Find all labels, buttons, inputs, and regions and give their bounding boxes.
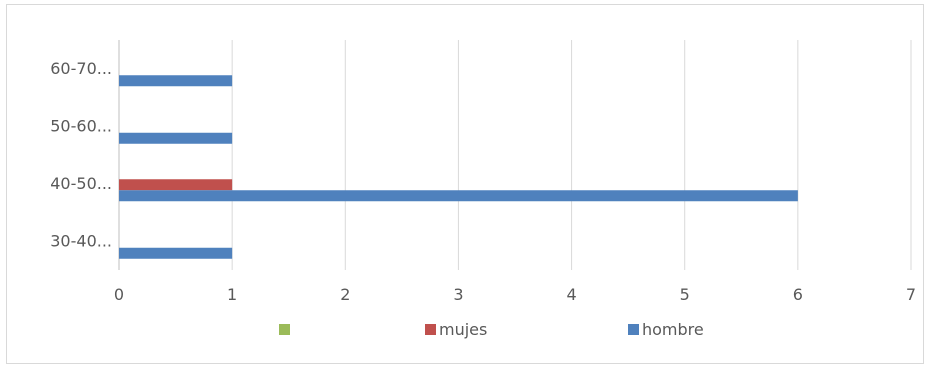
x-tick-label: 0	[114, 285, 124, 304]
x-tick-label: 3	[453, 285, 463, 304]
bar	[119, 247, 233, 259]
legend-swatch	[425, 324, 436, 335]
bars	[119, 75, 798, 259]
legend-swatch	[628, 324, 639, 335]
y-tick-label: 50-60...	[50, 116, 112, 135]
y-tick-label: 60-70...	[50, 59, 112, 78]
bar	[119, 190, 798, 202]
y-axis-labels: 30-40... 40-50... 50-60... 60-70...	[50, 59, 112, 251]
gridlines	[118, 40, 912, 270]
x-tick-label: 2	[340, 285, 350, 304]
x-tick-label: 1	[227, 285, 237, 304]
x-axis-labels: 0 1 2 3 4 5 6 7	[114, 285, 916, 304]
y-tick-label: 40-50...	[50, 174, 112, 193]
bar	[119, 179, 233, 191]
x-tick-label: 7	[906, 285, 916, 304]
bar	[119, 75, 233, 87]
legend-label: mujes	[439, 320, 487, 339]
legend: mujes hombre	[279, 320, 704, 339]
bar	[119, 132, 233, 144]
x-tick-label: 5	[680, 285, 690, 304]
x-tick-label: 6	[793, 285, 803, 304]
legend-label: hombre	[642, 320, 704, 339]
legend-swatch	[279, 324, 290, 335]
y-tick-label: 30-40...	[50, 231, 112, 250]
x-tick-label: 4	[566, 285, 576, 304]
